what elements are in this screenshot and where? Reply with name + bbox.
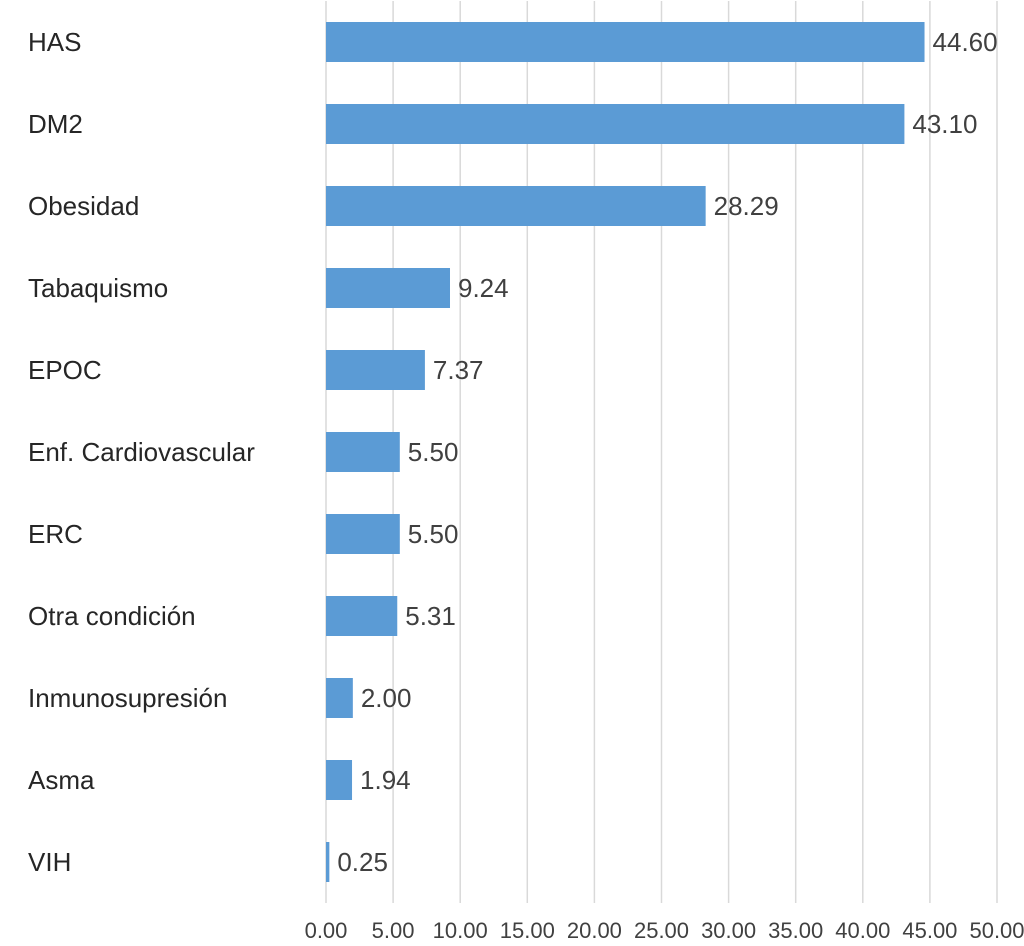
y-tick-label: HAS (28, 27, 81, 57)
bar (326, 760, 353, 800)
x-tick-label: 10.00 (433, 918, 488, 943)
y-tick-label: Inmunosupresión (28, 683, 227, 713)
y-tick-label: VIH (28, 847, 71, 877)
data-label: 28.29 (714, 191, 779, 221)
data-label: 5.50 (408, 519, 459, 549)
x-tick-label: 20.00 (567, 918, 622, 943)
x-tick-label: 45.00 (902, 918, 957, 943)
x-tick-label: 25.00 (634, 918, 689, 943)
x-tick-label: 30.00 (701, 918, 756, 943)
data-label: 2.00 (361, 683, 412, 713)
bar (326, 350, 425, 390)
data-label: 1.94 (360, 765, 411, 795)
data-label: 9.24 (458, 273, 509, 303)
data-label: 5.31 (405, 601, 456, 631)
x-tick-label: 35.00 (768, 918, 823, 943)
y-tick-label: Enf. Cardiovascular (28, 437, 255, 467)
bar (326, 268, 451, 308)
bar (326, 432, 400, 472)
bar (326, 22, 925, 62)
data-label: 44.60 (933, 27, 998, 57)
x-tick-label: 40.00 (835, 918, 890, 943)
data-label: 5.50 (408, 437, 459, 467)
data-label: 7.37 (433, 355, 484, 385)
y-tick-label: Tabaquismo (28, 273, 168, 303)
y-tick-label: DM2 (28, 109, 83, 139)
data-label: 0.25 (337, 847, 388, 877)
y-tick-label: ERC (28, 519, 83, 549)
bar (326, 596, 398, 636)
x-tick-label: 0.00 (305, 918, 348, 943)
y-tick-label: Asma (28, 765, 95, 795)
x-tick-label: 5.00 (372, 918, 415, 943)
bar (326, 842, 330, 882)
x-tick-label: 15.00 (500, 918, 555, 943)
bar (326, 104, 905, 144)
y-tick-label: Obesidad (28, 191, 139, 221)
y-tick-label: Otra condición (28, 601, 196, 631)
x-tick-label: 50.00 (969, 918, 1024, 943)
y-tick-label: EPOC (28, 355, 102, 385)
data-label: 43.10 (912, 109, 977, 139)
bar (326, 186, 706, 226)
bar (326, 678, 353, 718)
bar (326, 514, 400, 554)
